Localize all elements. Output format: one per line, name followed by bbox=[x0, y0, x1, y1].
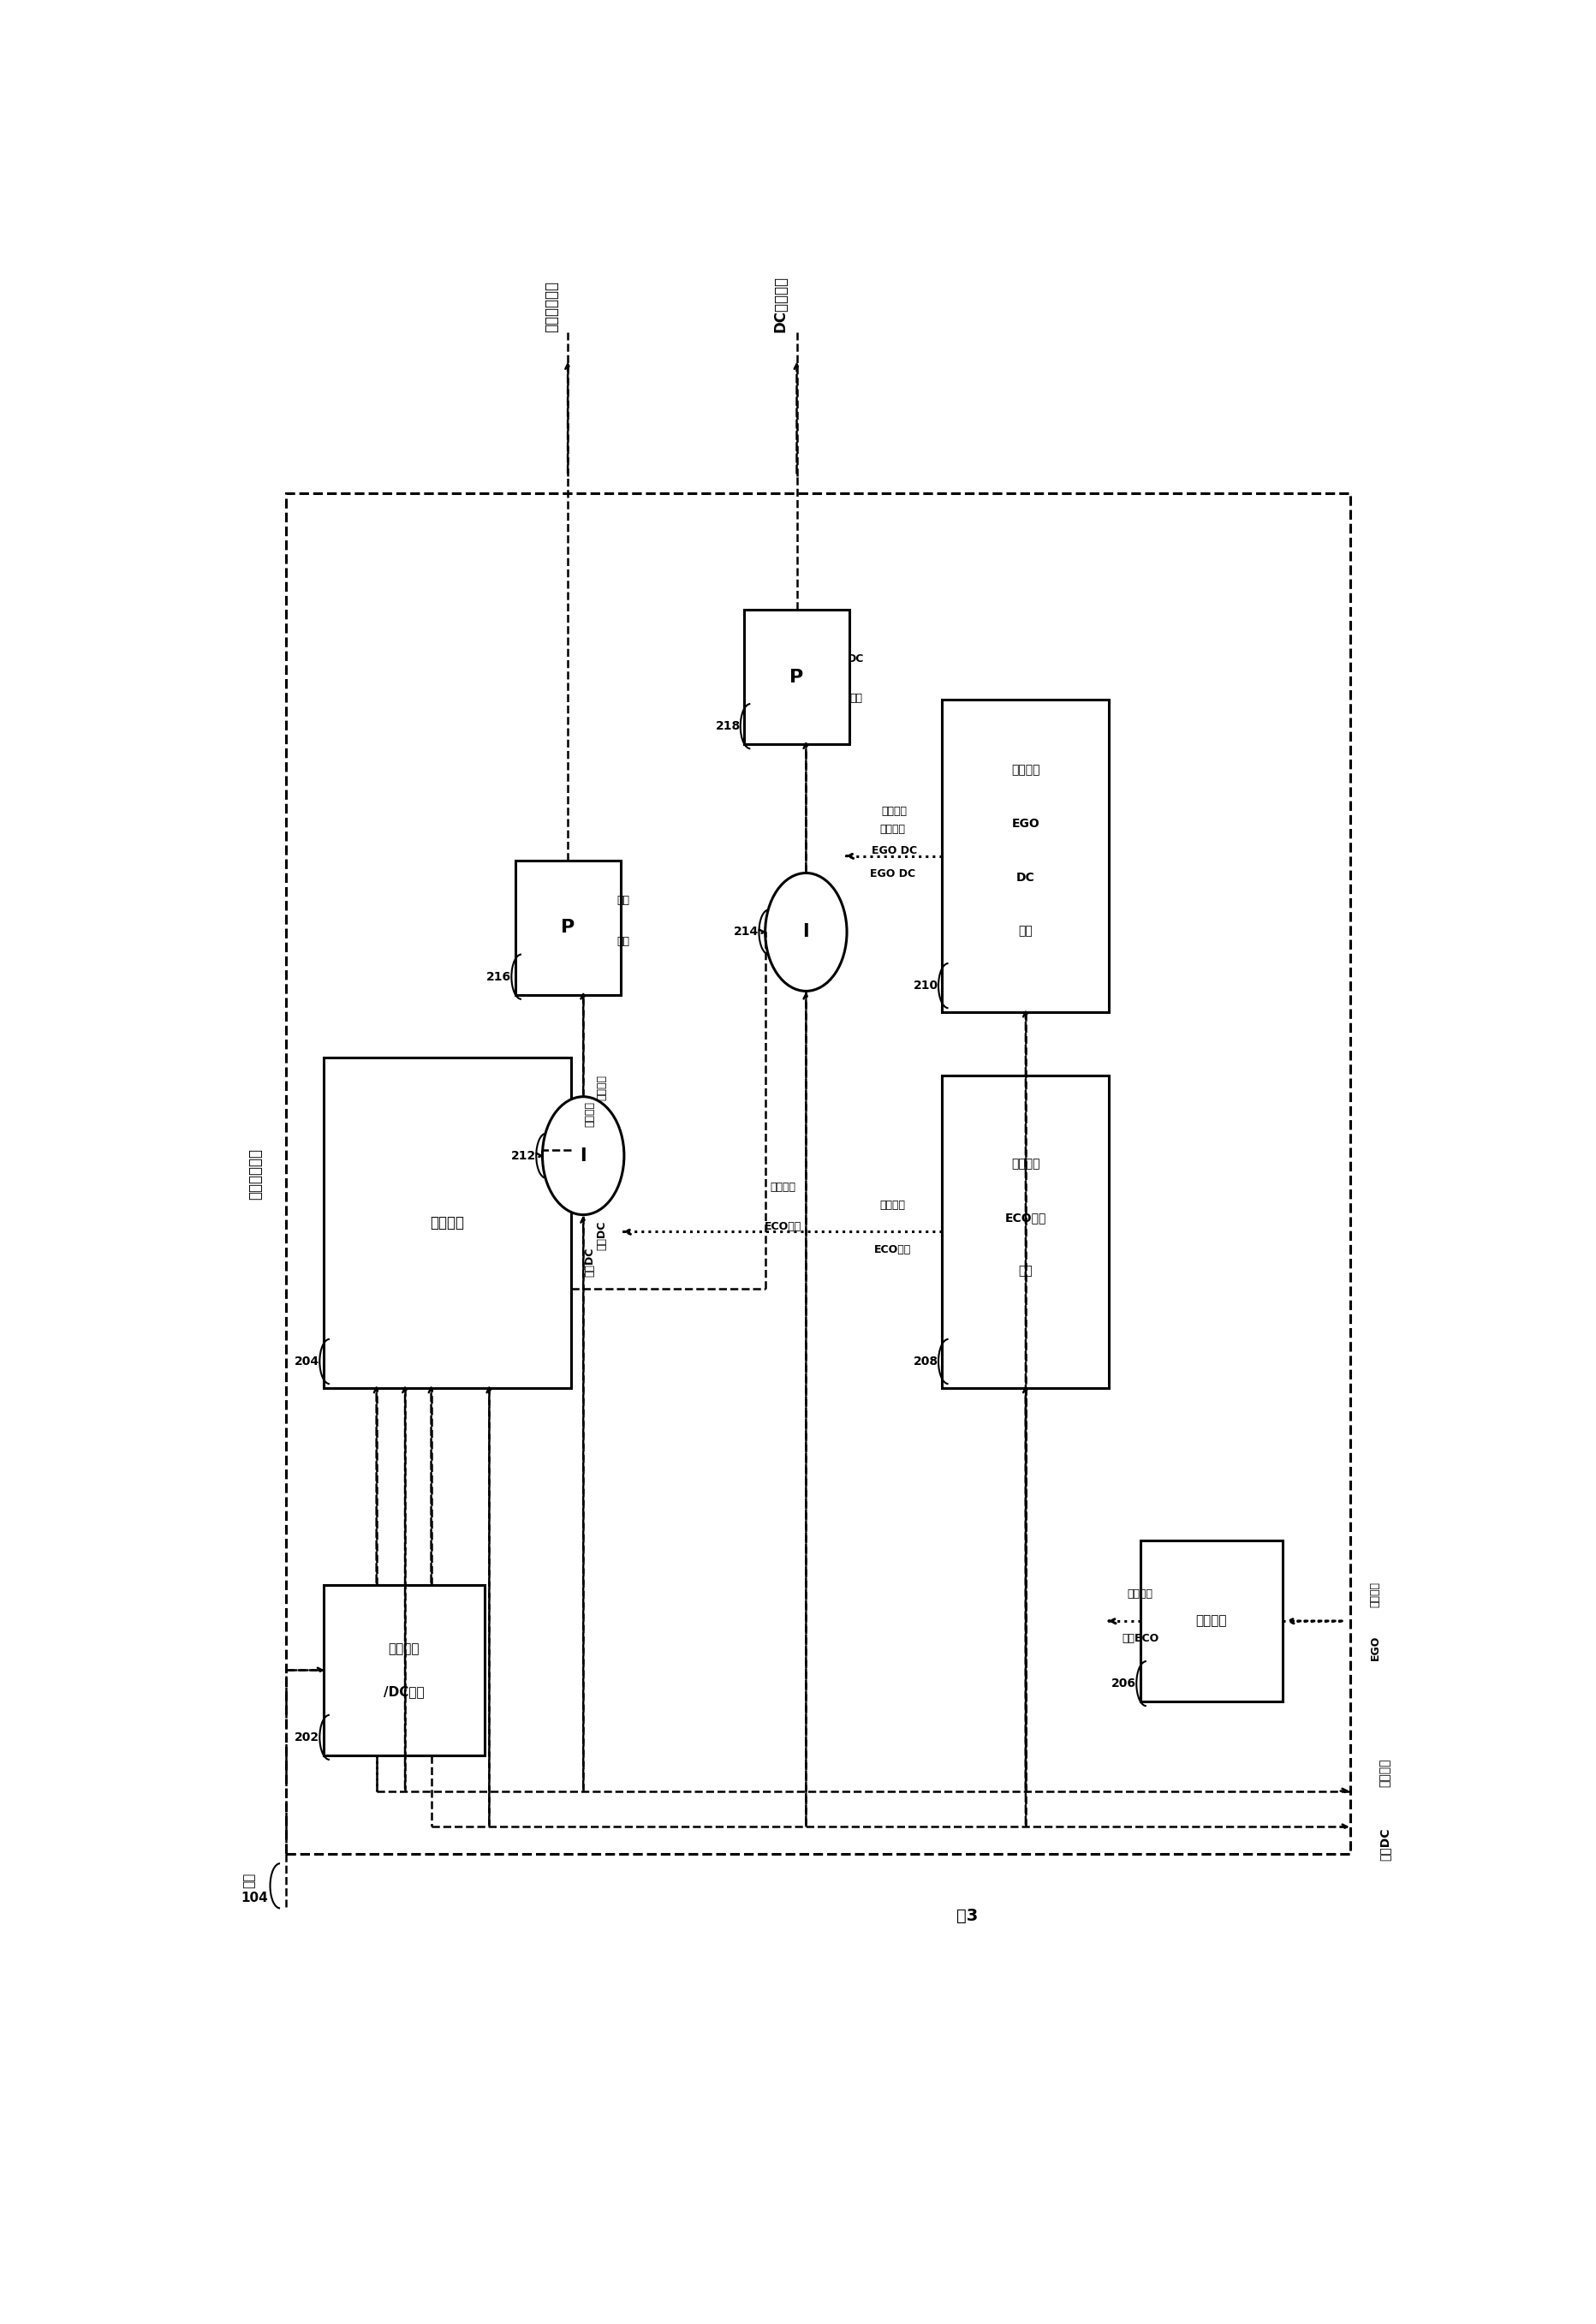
Text: 延迟频率: 延迟频率 bbox=[584, 1102, 595, 1127]
Bar bbox=[322, 1057, 571, 1387]
Text: 催化剂前: 催化剂前 bbox=[1010, 765, 1039, 776]
Text: EGO: EGO bbox=[1012, 818, 1039, 830]
Text: 210: 210 bbox=[913, 981, 938, 992]
Text: 驱动频率: 驱动频率 bbox=[388, 1643, 420, 1655]
Text: 量化催化: 量化催化 bbox=[1127, 1590, 1152, 1599]
Text: 104: 104 bbox=[241, 1892, 268, 1906]
Bar bbox=[516, 860, 621, 995]
Text: 驱动DC: 驱动DC bbox=[1379, 1829, 1390, 1862]
Text: 208: 208 bbox=[913, 1355, 938, 1367]
Text: 模块: 模块 bbox=[1018, 1264, 1033, 1278]
Text: 量化模块: 量化模块 bbox=[1195, 1615, 1226, 1627]
Text: 212: 212 bbox=[511, 1150, 536, 1162]
Text: EGO: EGO bbox=[1369, 1636, 1381, 1659]
Text: 延迟模块: 延迟模块 bbox=[429, 1215, 464, 1229]
Text: 216: 216 bbox=[487, 971, 511, 983]
Text: I: I bbox=[579, 1148, 586, 1164]
Text: I: I bbox=[803, 923, 809, 941]
Bar bbox=[286, 493, 1350, 1855]
Text: 催化剂前: 催化剂前 bbox=[879, 823, 905, 834]
Text: 图3: 图3 bbox=[956, 1908, 977, 1924]
Text: 模块: 模块 bbox=[1018, 925, 1033, 937]
Text: 催化剂前: 催化剂前 bbox=[1369, 1580, 1381, 1606]
Text: 偏差: 偏差 bbox=[616, 937, 629, 948]
Bar bbox=[942, 1076, 1109, 1387]
Text: 驱动: 驱动 bbox=[243, 1873, 255, 1889]
Text: EGO DC: EGO DC bbox=[870, 869, 915, 878]
Text: 修正系数模块: 修正系数模块 bbox=[247, 1148, 263, 1199]
Text: 催化剂前: 催化剂前 bbox=[1010, 1157, 1039, 1169]
Text: 频差: 频差 bbox=[616, 895, 629, 906]
Text: ECO频率: ECO频率 bbox=[873, 1243, 911, 1255]
Text: DC修正系数: DC修正系数 bbox=[772, 277, 788, 332]
Text: EGO DC: EGO DC bbox=[871, 846, 916, 855]
Bar bbox=[744, 609, 849, 744]
Text: 驱动频率: 驱动频率 bbox=[1379, 1759, 1390, 1787]
Text: 延迟DC: 延迟DC bbox=[595, 1220, 606, 1250]
Text: 催化剂前: 催化剂前 bbox=[769, 1181, 795, 1192]
Text: DC: DC bbox=[847, 653, 863, 665]
Text: 214: 214 bbox=[734, 925, 758, 939]
Text: 剂前ECO: 剂前ECO bbox=[1120, 1634, 1159, 1645]
Text: 延迟DC: 延迟DC bbox=[584, 1248, 595, 1276]
Bar bbox=[942, 700, 1109, 1013]
Bar bbox=[322, 1585, 484, 1755]
Text: ECO频率: ECO频率 bbox=[764, 1220, 801, 1232]
Text: P: P bbox=[790, 669, 803, 686]
Text: DC: DC bbox=[1015, 872, 1034, 883]
Text: 催化剂前: 催化剂前 bbox=[881, 806, 907, 816]
Text: 偏差: 偏差 bbox=[849, 693, 862, 704]
Circle shape bbox=[543, 1097, 624, 1215]
Text: /DC模块: /DC模块 bbox=[383, 1685, 425, 1699]
Text: 206: 206 bbox=[1111, 1678, 1136, 1690]
Bar bbox=[1140, 1541, 1282, 1701]
Text: 218: 218 bbox=[715, 720, 741, 732]
Text: 延迟频率: 延迟频率 bbox=[595, 1074, 606, 1099]
Text: 204: 204 bbox=[295, 1355, 319, 1367]
Text: 202: 202 bbox=[295, 1731, 319, 1743]
Text: 催化剂前: 催化剂前 bbox=[879, 1199, 905, 1211]
Circle shape bbox=[764, 874, 846, 990]
Text: P: P bbox=[560, 918, 575, 937]
Text: 频率修正系数: 频率修正系数 bbox=[544, 281, 559, 332]
Text: ECO频率: ECO频率 bbox=[1004, 1211, 1045, 1222]
